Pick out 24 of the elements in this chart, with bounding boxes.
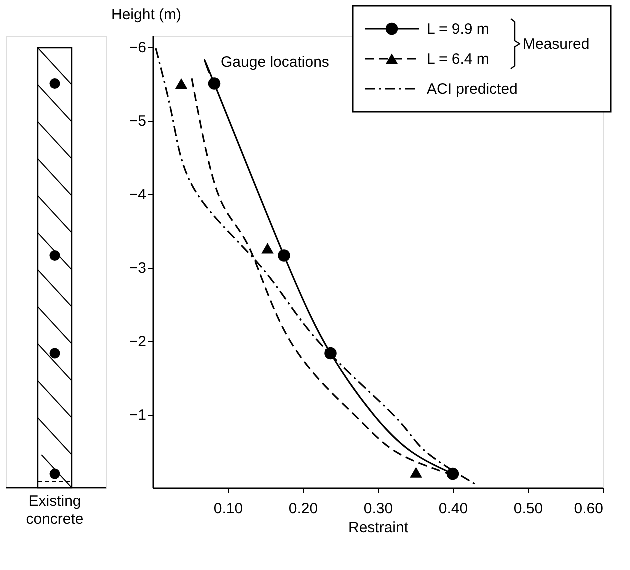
legend-label: L = 6.4 m bbox=[427, 51, 490, 68]
x-tick-label: 0.60 bbox=[574, 500, 604, 518]
point bbox=[262, 243, 274, 254]
y-tick-label: −2 bbox=[129, 334, 146, 351]
x-axis-title: Restraint bbox=[348, 520, 410, 536]
x-tick-label: 0.40 bbox=[438, 500, 468, 518]
y-tick-label: −3 bbox=[129, 260, 146, 278]
point bbox=[410, 467, 422, 478]
annotation: Measured bbox=[523, 36, 590, 53]
x-tick-label: 0.50 bbox=[514, 500, 544, 518]
x-tick-label: 0.30 bbox=[364, 500, 394, 518]
legend-label: ACI predicted bbox=[427, 81, 518, 98]
y-tick-label: −4 bbox=[129, 186, 146, 204]
legend-label: L = 9.9 m bbox=[427, 21, 490, 38]
point bbox=[208, 78, 221, 90]
y-tick-label: −6 bbox=[129, 40, 146, 57]
x-tick-label: 0.20 bbox=[288, 500, 318, 518]
point bbox=[278, 250, 290, 262]
point bbox=[175, 78, 188, 90]
y-axis-title: Height (m) bbox=[112, 6, 182, 24]
x-tick-label: 0.10 bbox=[214, 500, 244, 518]
y-tick-label: −1 bbox=[129, 407, 146, 424]
y-tick-label: −5 bbox=[129, 113, 146, 130]
annotation: Gauge locations bbox=[221, 54, 330, 71]
